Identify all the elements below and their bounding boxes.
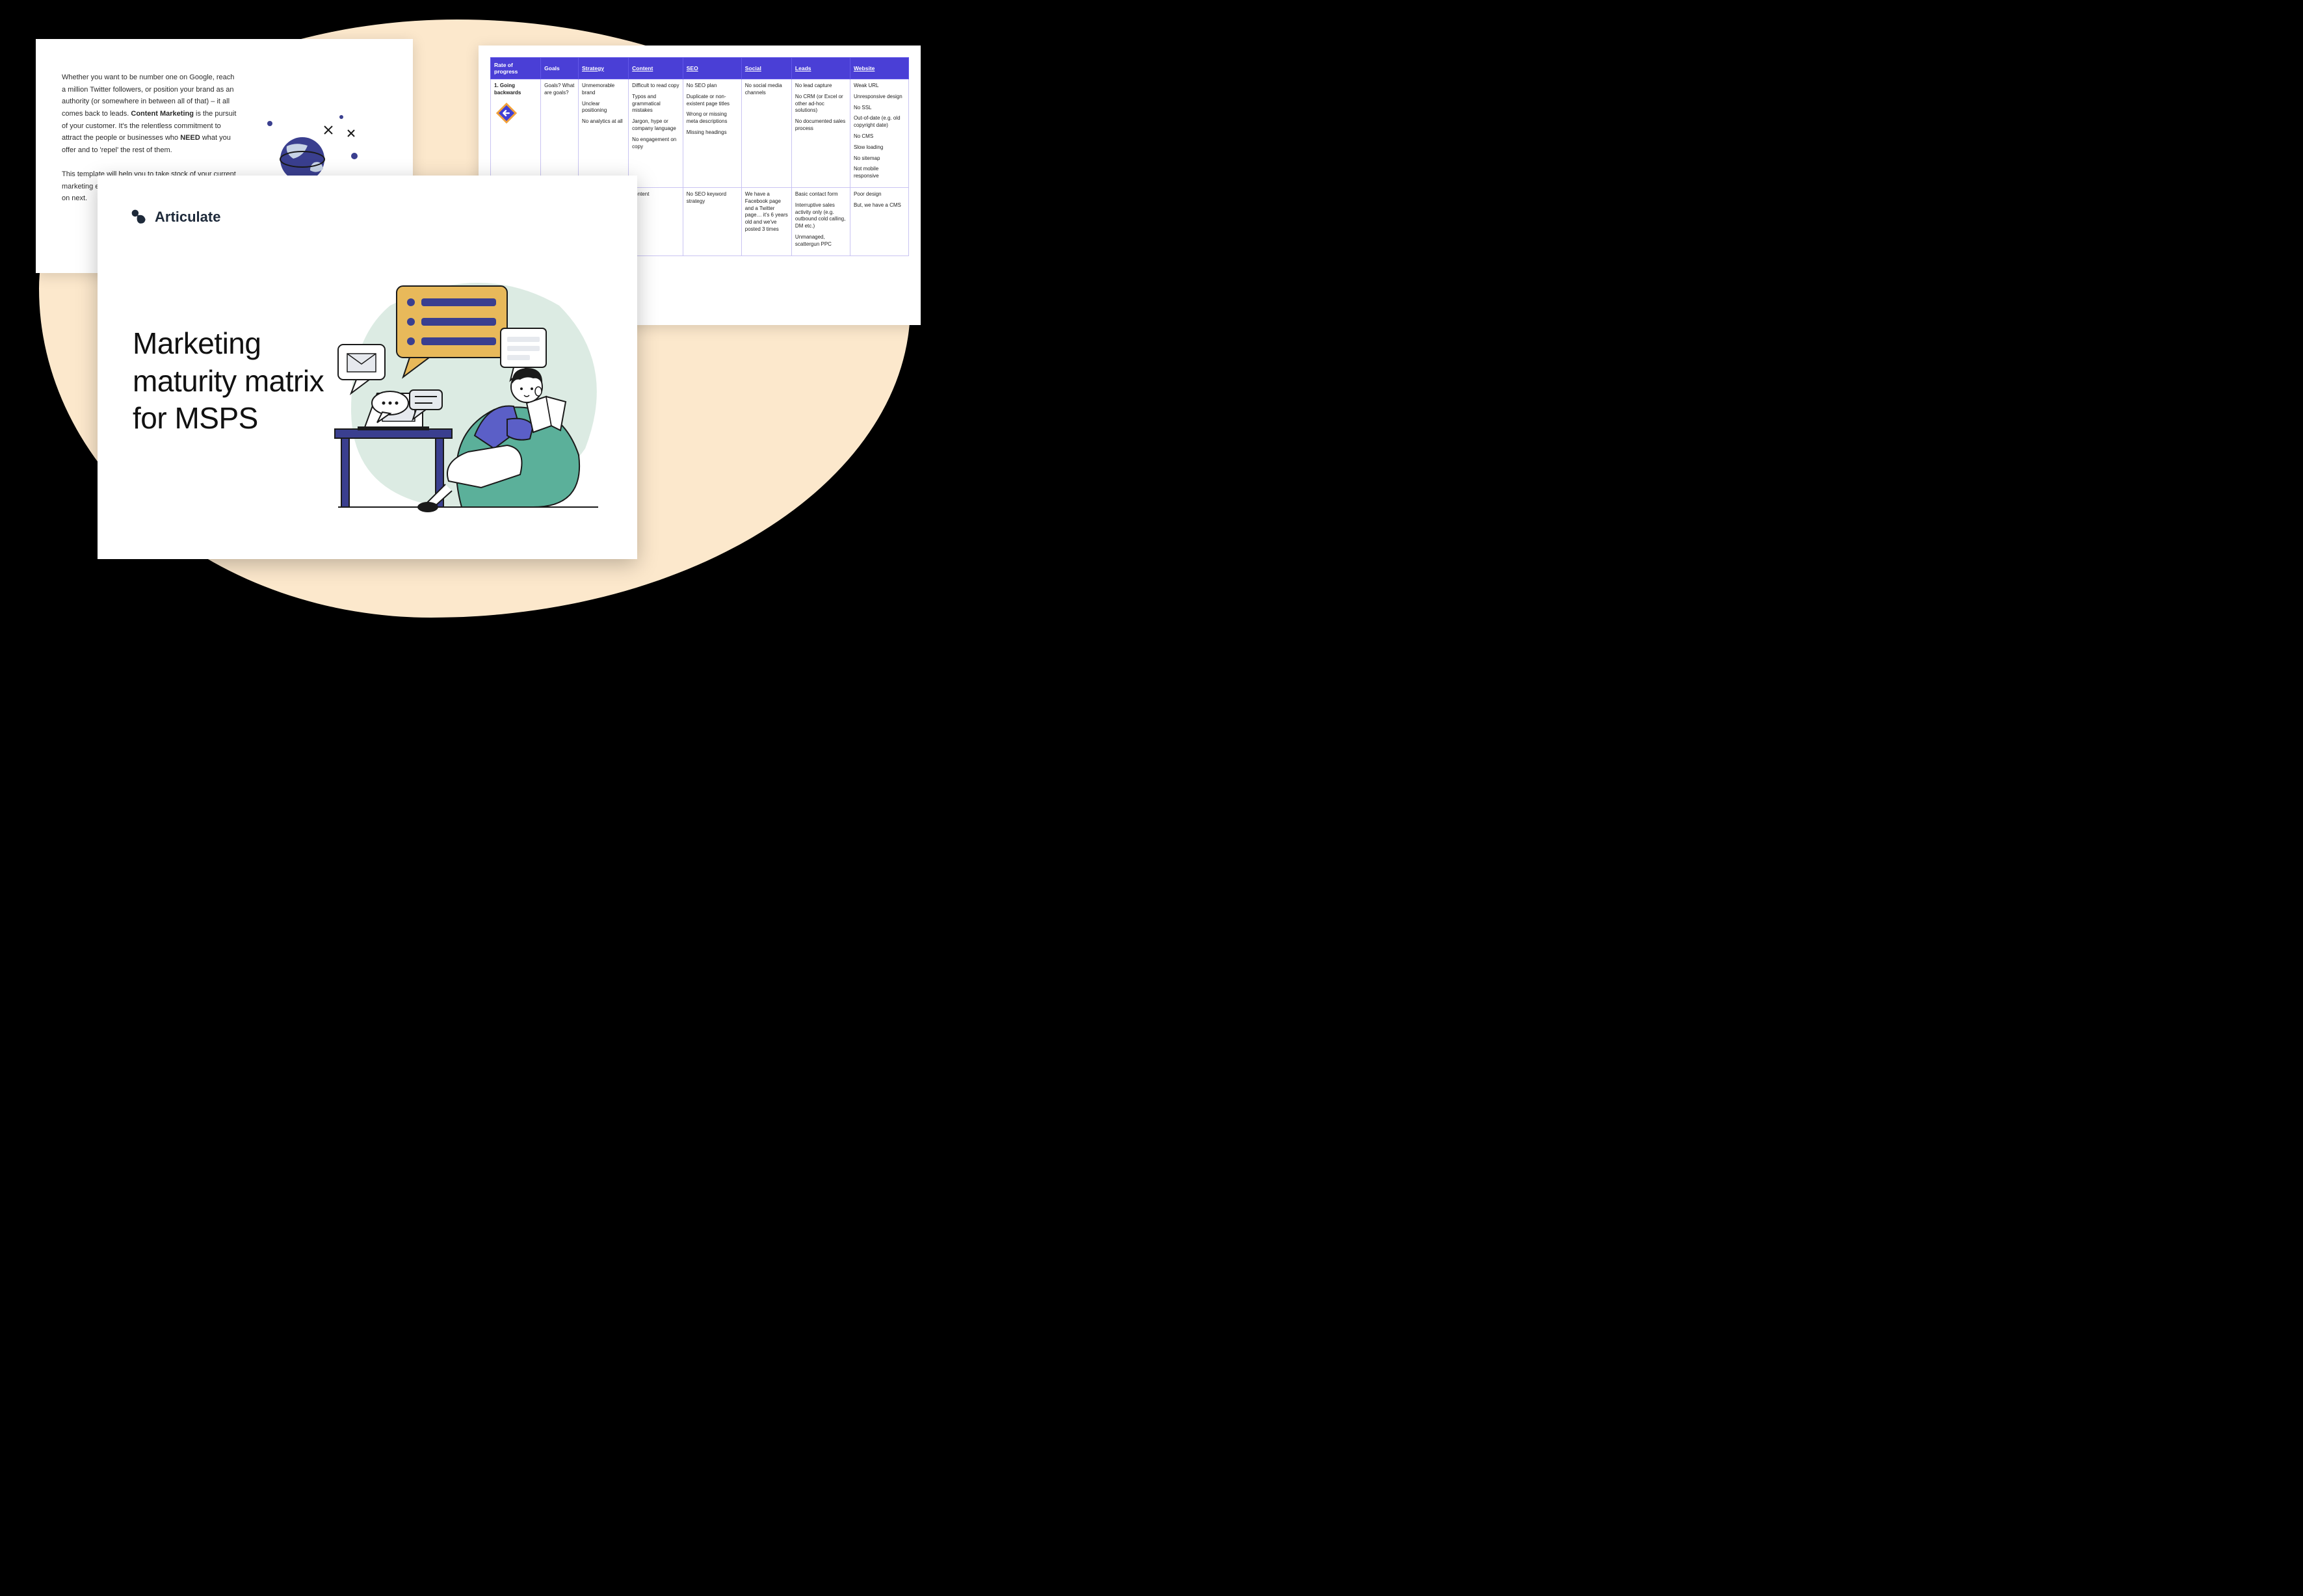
- table-header-cell: Website: [850, 58, 908, 79]
- going-backwards-icon: [494, 101, 519, 125]
- table-cell: No SEO keyword strategy: [683, 187, 741, 255]
- table-header-cell: Leads: [791, 58, 850, 79]
- table-cell: Weak URLUnresponsive designNo SSLOut-of-…: [850, 79, 908, 188]
- table-cell: Difficult to read copyTypos and grammati…: [629, 79, 683, 188]
- table-header-cell: Strategy: [579, 58, 629, 79]
- table-cell: No social media channels: [741, 79, 791, 188]
- intro-paragraph-1: Whether you want to be number one on Goo…: [62, 72, 237, 157]
- brand-name: Articulate: [155, 209, 220, 226]
- cover-illustration: [312, 267, 611, 527]
- table-header-row: Rate of progressGoalsStrategyContentSEOS…: [491, 58, 909, 79]
- table-cell: No lead captureNo CRM (or Excel or other…: [791, 79, 850, 188]
- table-cell: No SEO planDuplicate or non-existent pag…: [683, 79, 741, 188]
- table-cell: Unmemorable brandUnclear positioningNo a…: [579, 79, 629, 188]
- intro-p1-bold2: NEED: [180, 134, 200, 142]
- table-header-cell: Rate of progress: [491, 58, 541, 79]
- table-header-cell: Social: [741, 58, 791, 79]
- table-row: 1. Going backwardsGoals? What are goals?…: [491, 79, 909, 188]
- table-cell: Basic contact formInterruptive sales act…: [791, 187, 850, 255]
- table-cell: Goals? What are goals?: [541, 79, 579, 188]
- table-header-cell: Content: [629, 58, 683, 79]
- table-header-cell: SEO: [683, 58, 741, 79]
- row-label-cell: 1. Going backwards: [491, 79, 541, 188]
- table-header-cell: Goals: [541, 58, 579, 79]
- table-cell: Poor designBut, we have a CMS: [850, 187, 908, 255]
- intro-p1-bold: Content Marketing: [131, 110, 194, 118]
- brand-lockup: Articulate: [130, 208, 605, 226]
- cover-title: Marketing maturity matrix for MSPS: [133, 325, 328, 438]
- cover-card: Articulate Marketing maturity matrix for…: [98, 176, 637, 559]
- table-cell: We have a Facebook page and a Twitter pa…: [741, 187, 791, 255]
- articulate-logo-icon: [130, 208, 148, 226]
